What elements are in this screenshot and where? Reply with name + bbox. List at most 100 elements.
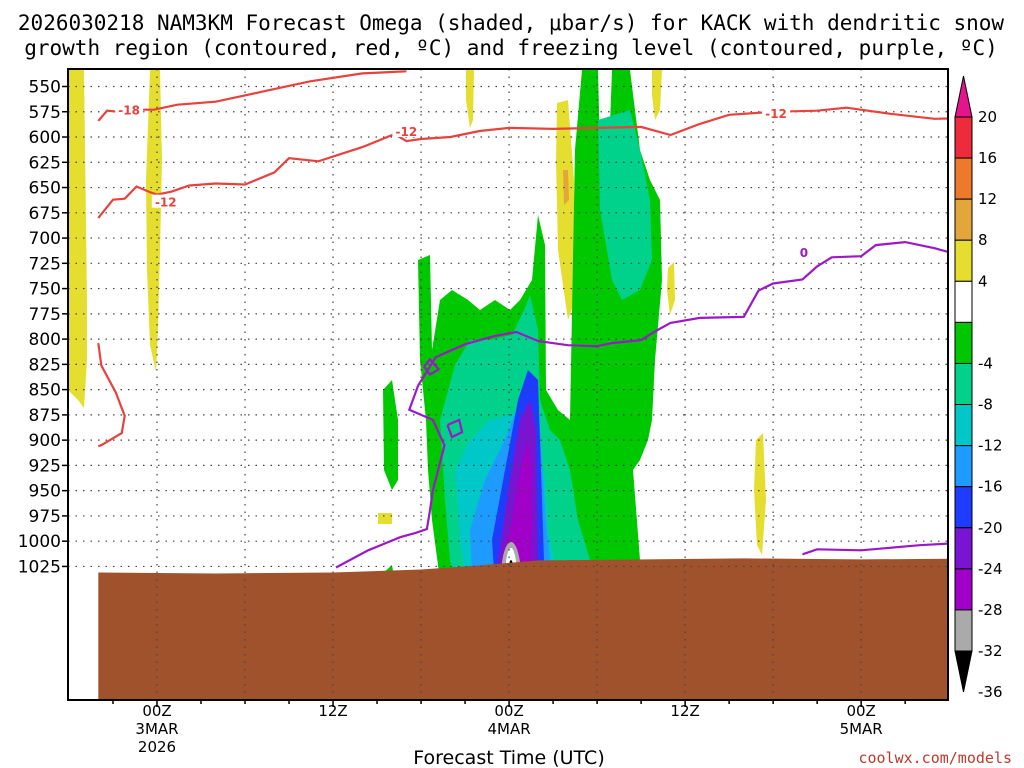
- omega-pos-column: [146, 70, 162, 372]
- contour-label-bg: [762, 105, 791, 119]
- y-tick-label: 1025: [18, 557, 61, 577]
- colorbar-label: 16: [978, 149, 997, 167]
- contour-labels: -18 -12 -12 -12 0: [115, 102, 810, 260]
- freezing-contour-main-freezing: [335, 240, 948, 569]
- colorbar-swatch: [954, 404, 973, 447]
- x-tick-label: 12Z: [670, 702, 699, 720]
- y-tick-label: 825: [29, 355, 61, 375]
- y-tick-label: 675: [29, 204, 61, 224]
- omega-pos-right-b: [754, 433, 766, 555]
- colorbar-label: 4: [978, 272, 988, 290]
- colorbar: 20 16 12 8 4 -4 -8 -12 -16 -20 -24 -28 -32 -36: [954, 75, 1003, 701]
- y-tick-label: 625: [29, 153, 61, 173]
- y-tick-label: 700: [29, 229, 61, 249]
- colorbar-label: -36: [978, 683, 1003, 701]
- contour-label-bg: [115, 102, 144, 116]
- dgz-contour-low-left-dgz: [97, 342, 126, 448]
- colorbar-under-arrow: [954, 650, 973, 693]
- omega-pos-upper-b: [556, 100, 575, 320]
- y-tick-label: 575: [29, 103, 61, 123]
- colorbar-label: 8: [978, 231, 988, 249]
- colorbar-label: -20: [978, 519, 1003, 537]
- freezing-contour-small-loop-a: [423, 357, 441, 376]
- omega-pos-orange-top: [563, 170, 569, 205]
- x-tick-date: 4MAR: [487, 720, 530, 738]
- colorbar-label: -32: [978, 642, 1003, 660]
- y-tick-label: 750: [29, 280, 61, 300]
- x-tick-label: 12Z: [318, 702, 347, 720]
- colorbar-swatch: [954, 527, 973, 570]
- y-tick-label: 650: [29, 179, 61, 199]
- colorbar-label: -28: [978, 601, 1003, 619]
- dgz-contours: [97, 70, 948, 448]
- x-tick-year: 2026: [138, 738, 176, 756]
- contour-label: -12: [155, 196, 177, 210]
- colorbar-label: -12: [978, 437, 1003, 455]
- x-tick-date: 5MAR: [840, 720, 883, 738]
- contour-label: -18: [118, 104, 140, 118]
- colorbar-over-arrow: [954, 75, 973, 118]
- x-axis-label: Forecast Time (UTC): [413, 747, 604, 768]
- omega-pos-upper-a: [466, 70, 474, 128]
- y-tick-label: 925: [29, 456, 61, 476]
- colorbar-label: -8: [978, 396, 993, 414]
- x-tick-label: 00Z: [846, 702, 875, 720]
- omega-neg-teal-upper: [598, 110, 652, 300]
- contour-label-bg: [392, 123, 421, 137]
- colorbar-label: 20: [978, 108, 997, 126]
- colorbar-label: 12: [978, 190, 997, 208]
- colorbar-swatch: [954, 445, 973, 488]
- omega-pos-right-a: [667, 262, 675, 315]
- freezing-contour-small-loop-b: [446, 418, 464, 439]
- colorbar-swatch: [954, 486, 973, 529]
- y-tick-label: 800: [29, 330, 61, 350]
- y-tick-label: 600: [29, 128, 61, 148]
- y-tick-label: 775: [29, 305, 61, 325]
- y-tick-label: 725: [29, 254, 61, 274]
- y-tick-label: 875: [29, 406, 61, 426]
- y-tick-label: 950: [29, 482, 61, 502]
- colorbar-swatch: [954, 609, 973, 652]
- x-tick-label: 00Z: [142, 702, 171, 720]
- plot-grid: [68, 69, 948, 700]
- contour-label-bg: [151, 194, 180, 208]
- contour-label: -12: [396, 125, 418, 139]
- y-tick-label: 900: [29, 431, 61, 451]
- colorbar-swatch: [954, 157, 973, 200]
- omega-pos-left: [68, 70, 87, 408]
- chart-title-line1: 2026030218 NAM3KM Forecast Omega (shaded…: [18, 11, 1005, 35]
- colorbar-swatch: [954, 116, 973, 159]
- credit-text: coolwx.com/models: [858, 749, 1012, 767]
- dgz-contour-lower-dgz: [97, 106, 948, 219]
- omega-pos-small: [378, 513, 392, 524]
- y-tick-label: 1000: [18, 532, 61, 552]
- colorbar-swatch: [954, 362, 973, 406]
- colorbar-label: -4: [978, 354, 993, 372]
- chart-title-line2: growth region (contoured, red, ºC) and f…: [24, 36, 998, 60]
- omega-neg-left-cells: [383, 380, 398, 490]
- y-tick-label: 850: [29, 381, 61, 401]
- contour-label: 0: [800, 246, 808, 260]
- colorbar-label: -24: [978, 560, 1003, 578]
- ground-fill: [98, 558, 948, 700]
- contour-label: -12: [765, 107, 787, 121]
- omega-pos-upper-c: [652, 70, 662, 120]
- y-axis-ticks: 550 575 600 625 650 675 700 725 750 775 800 825 850 8…: [18, 78, 68, 577]
- colorbar-swatch: [954, 198, 973, 241]
- contour-label-bg: [797, 245, 810, 259]
- colorbar-swatch: [954, 321, 973, 364]
- colorbar-swatch: [954, 568, 973, 611]
- plot-frame: [67, 68, 949, 701]
- colorbar-swatch: [954, 239, 973, 282]
- dgz-contour-upper-dgz: [97, 70, 407, 122]
- colorbar-swatch: [954, 280, 973, 323]
- freezing-contours: [335, 240, 948, 569]
- y-tick-label: 975: [29, 507, 61, 527]
- x-tick-label: 00Z: [494, 702, 523, 720]
- freezing-contour-surface-freezing: [802, 542, 948, 556]
- y-tick-label: 550: [29, 78, 61, 98]
- x-tick-date: 3MAR: [135, 720, 178, 738]
- colorbar-label: -16: [978, 478, 1003, 496]
